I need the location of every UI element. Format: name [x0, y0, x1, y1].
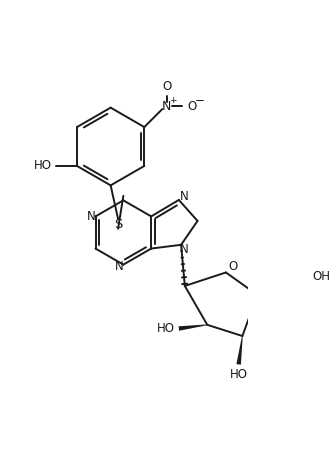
Text: −: −	[195, 94, 205, 107]
Text: N: N	[115, 261, 123, 273]
Text: N: N	[87, 210, 95, 223]
Text: N: N	[180, 243, 189, 256]
Text: S: S	[114, 218, 122, 231]
Text: N: N	[162, 99, 171, 112]
Text: HO: HO	[157, 322, 175, 335]
Text: HO: HO	[230, 369, 248, 382]
Text: O: O	[162, 80, 171, 93]
Text: O: O	[188, 99, 197, 112]
Text: OH: OH	[313, 270, 331, 284]
Polygon shape	[236, 336, 243, 364]
Polygon shape	[179, 324, 207, 331]
Text: O: O	[228, 260, 237, 273]
Text: +: +	[169, 96, 177, 105]
Text: N: N	[180, 190, 189, 203]
Text: HO: HO	[34, 159, 51, 172]
